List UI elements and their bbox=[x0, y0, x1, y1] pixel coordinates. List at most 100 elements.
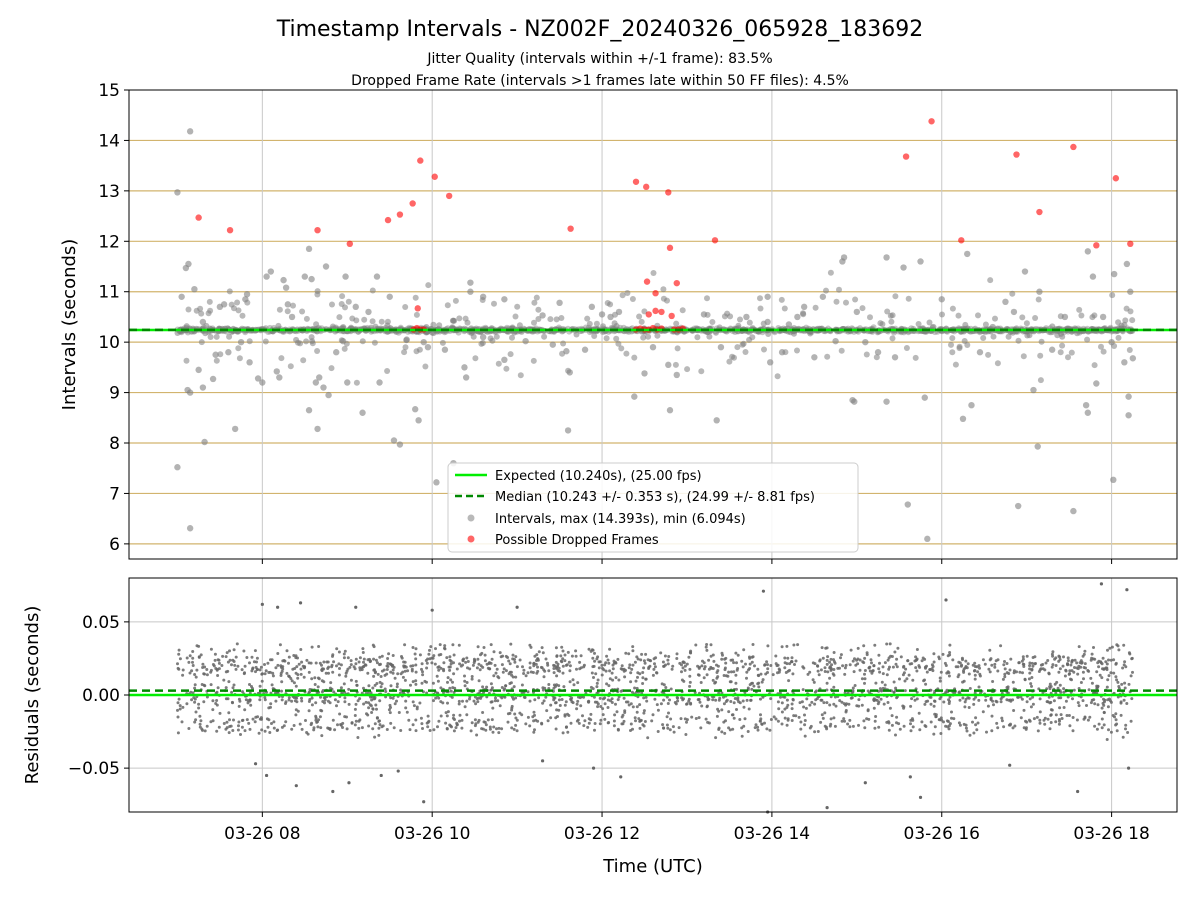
residual-point bbox=[393, 702, 397, 706]
residual-point bbox=[429, 645, 433, 649]
residual-point bbox=[350, 721, 354, 725]
residual-point bbox=[372, 668, 376, 672]
residual-point bbox=[605, 654, 609, 658]
residual-point bbox=[194, 718, 198, 722]
residual-point bbox=[239, 733, 242, 736]
residual-point bbox=[347, 687, 351, 691]
residual-point bbox=[688, 674, 692, 678]
residual-point bbox=[946, 654, 950, 658]
residual-point bbox=[577, 721, 581, 725]
residual-point bbox=[989, 696, 993, 700]
dropped-frame-point bbox=[346, 240, 354, 248]
interval-point bbox=[1049, 323, 1056, 330]
interval-point bbox=[743, 313, 750, 321]
residual-point bbox=[868, 665, 872, 669]
interval-point bbox=[584, 315, 591, 322]
residual-point bbox=[765, 660, 769, 664]
residual-point bbox=[1083, 715, 1087, 719]
residual-point bbox=[188, 654, 192, 658]
residual-point bbox=[1125, 588, 1129, 592]
interval-point bbox=[615, 308, 623, 316]
interval-point bbox=[226, 333, 233, 340]
residual-point bbox=[677, 726, 681, 730]
dropped-frame-point bbox=[431, 173, 438, 180]
residual-point bbox=[452, 672, 456, 676]
residual-point bbox=[634, 679, 638, 683]
interval-point bbox=[186, 128, 194, 135]
interval-point bbox=[889, 312, 896, 319]
residual-point bbox=[280, 725, 284, 729]
intervals-ytick-label: 10 bbox=[98, 333, 120, 353]
residual-point bbox=[254, 670, 257, 674]
residual-point bbox=[280, 689, 283, 693]
residual-point bbox=[281, 665, 285, 669]
residual-point bbox=[1105, 738, 1109, 741]
residual-point bbox=[751, 643, 755, 646]
interval-point bbox=[735, 322, 742, 329]
residual-point bbox=[655, 671, 658, 675]
residual-point bbox=[537, 696, 541, 700]
residual-point bbox=[176, 708, 179, 712]
interval-point bbox=[1036, 288, 1043, 295]
residual-point bbox=[365, 712, 368, 716]
residual-point bbox=[574, 649, 578, 653]
chart-subtitle-dropped: Dropped Frame Rate (intervals >1 frames … bbox=[351, 73, 849, 89]
residual-point bbox=[201, 666, 205, 669]
interval-point bbox=[717, 343, 725, 351]
interval-point bbox=[1032, 315, 1039, 321]
interval-point bbox=[618, 345, 625, 352]
residual-point bbox=[349, 678, 353, 682]
residual-point bbox=[526, 671, 530, 675]
residual-point bbox=[914, 666, 918, 670]
residual-point bbox=[293, 699, 297, 703]
residual-point bbox=[504, 654, 508, 658]
residual-point bbox=[939, 732, 943, 735]
residual-point bbox=[481, 711, 485, 714]
residual-point bbox=[895, 696, 899, 700]
interval-point bbox=[1057, 349, 1064, 356]
residual-point bbox=[603, 702, 607, 706]
residual-point bbox=[431, 681, 435, 685]
residual-point bbox=[831, 672, 835, 676]
residual-point bbox=[547, 669, 551, 673]
residual-point bbox=[414, 657, 418, 661]
residual-point bbox=[1097, 722, 1101, 726]
residual-point bbox=[1087, 669, 1091, 673]
residual-point bbox=[727, 710, 731, 714]
residual-point bbox=[732, 661, 736, 665]
residual-point bbox=[906, 659, 910, 663]
residual-point bbox=[337, 673, 341, 677]
intervals-ytick-label: 13 bbox=[98, 182, 120, 202]
residual-point bbox=[1054, 656, 1058, 660]
residual-point bbox=[666, 658, 670, 662]
residual-point bbox=[1090, 681, 1094, 685]
interval-point bbox=[198, 339, 205, 346]
legend-median-label: Median (10.243 +/- 0.353 s), (24.99 +/- … bbox=[495, 490, 815, 505]
residual-point bbox=[716, 675, 720, 679]
interval-point bbox=[284, 301, 292, 308]
residual-point bbox=[869, 658, 873, 662]
interval-point bbox=[956, 345, 963, 352]
residual-point bbox=[217, 658, 221, 662]
residual-point bbox=[181, 668, 185, 672]
residual-point bbox=[197, 706, 201, 710]
residual-point bbox=[821, 716, 825, 720]
residual-point bbox=[640, 652, 644, 656]
residual-point bbox=[650, 719, 654, 723]
residual-point bbox=[930, 667, 934, 671]
interval-point bbox=[501, 296, 508, 303]
residual-point bbox=[495, 667, 499, 671]
residual-point bbox=[533, 654, 537, 658]
dropped-frame-point bbox=[1013, 151, 1020, 158]
residual-point bbox=[778, 668, 782, 672]
residual-point bbox=[1124, 723, 1128, 727]
residual-point bbox=[673, 701, 677, 704]
residual-point bbox=[641, 676, 645, 680]
interval-point bbox=[724, 310, 731, 317]
residual-point bbox=[675, 696, 679, 699]
residual-point bbox=[785, 723, 789, 727]
residual-point bbox=[385, 668, 389, 671]
residual-point bbox=[985, 730, 988, 734]
interval-point bbox=[836, 286, 842, 293]
residual-point bbox=[734, 681, 738, 685]
